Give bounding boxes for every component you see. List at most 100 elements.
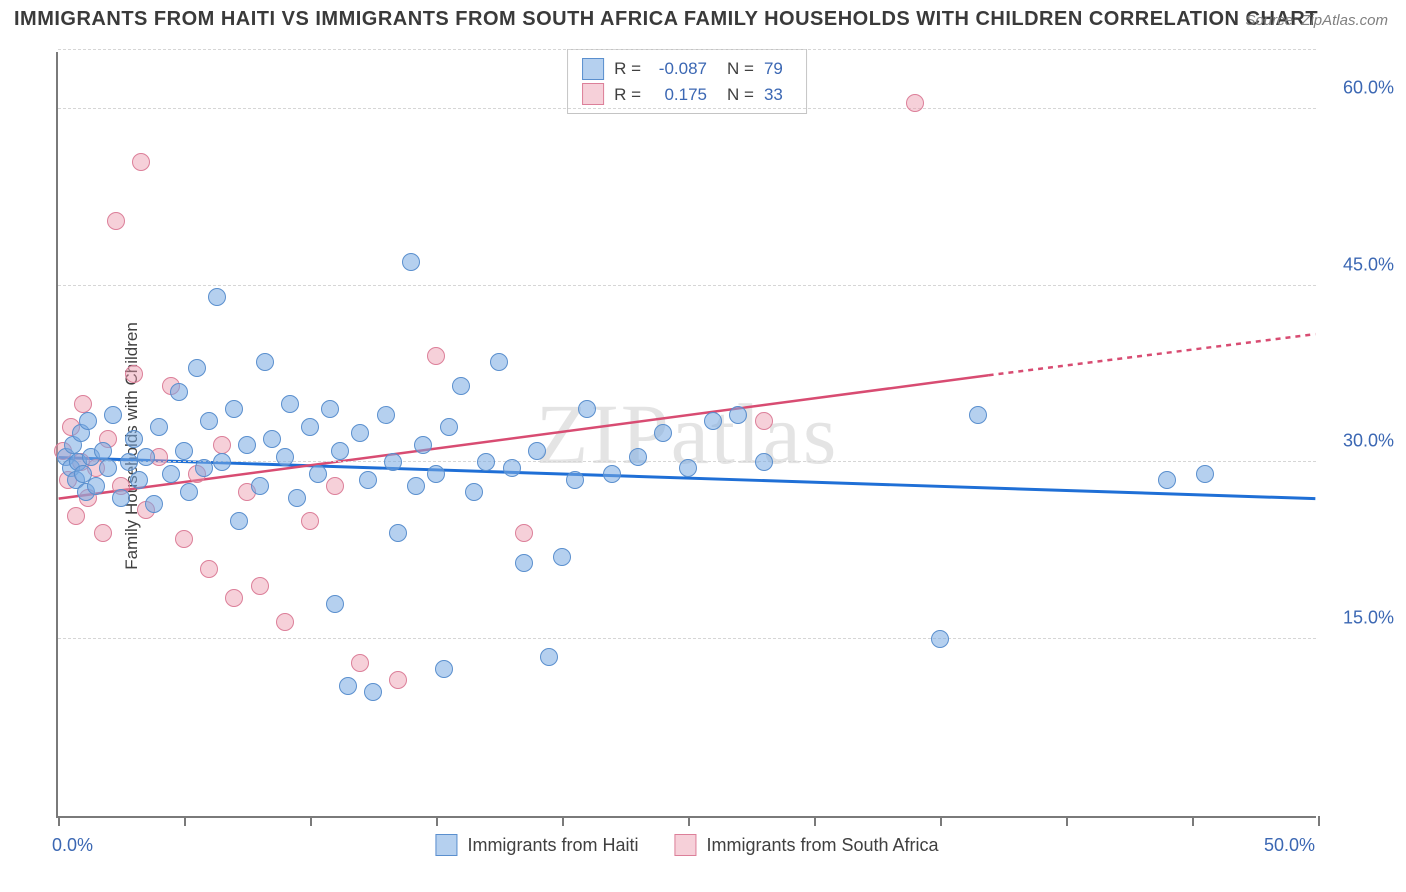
data-point xyxy=(225,400,243,418)
data-point xyxy=(125,365,143,383)
data-point xyxy=(540,648,558,666)
x-tick xyxy=(1192,816,1194,826)
legend-series: Immigrants from Haiti Immigrants from So… xyxy=(435,834,938,856)
data-point xyxy=(120,453,138,471)
data-point xyxy=(603,465,621,483)
data-point xyxy=(351,654,369,672)
data-point xyxy=(180,483,198,501)
data-point xyxy=(629,448,647,466)
data-point xyxy=(130,471,148,489)
data-point xyxy=(94,524,112,542)
data-point xyxy=(490,353,508,371)
data-point xyxy=(137,448,155,466)
data-point xyxy=(301,512,319,530)
data-point xyxy=(281,395,299,413)
x-tick xyxy=(310,816,312,826)
data-point xyxy=(359,471,377,489)
swatch-pink-icon xyxy=(674,834,696,856)
legend-item-south-africa: Immigrants from South Africa xyxy=(674,834,938,856)
data-point xyxy=(440,418,458,436)
data-point xyxy=(94,442,112,460)
data-point xyxy=(309,465,327,483)
data-point xyxy=(107,212,125,230)
data-point xyxy=(578,400,596,418)
trendlines-svg xyxy=(58,52,1316,816)
data-point xyxy=(377,406,395,424)
data-point xyxy=(162,465,180,483)
y-tick-label: 60.0% xyxy=(1343,77,1394,98)
data-point xyxy=(427,347,445,365)
data-point xyxy=(566,471,584,489)
legend-row-haiti: R = -0.087 N = 79 xyxy=(582,56,792,82)
data-point xyxy=(364,683,382,701)
data-point xyxy=(79,412,97,430)
data-point xyxy=(389,671,407,689)
x-tick xyxy=(688,816,690,826)
x-tick xyxy=(814,816,816,826)
x-tick xyxy=(58,816,60,826)
gridline xyxy=(58,108,1316,109)
data-point xyxy=(528,442,546,460)
data-point xyxy=(414,436,432,454)
r-label: R = xyxy=(614,82,641,108)
data-point xyxy=(906,94,924,112)
data-point xyxy=(339,677,357,695)
data-point xyxy=(251,577,269,595)
data-point xyxy=(175,530,193,548)
data-point xyxy=(263,430,281,448)
data-point xyxy=(145,495,163,513)
data-point xyxy=(679,459,697,477)
data-point xyxy=(125,430,143,448)
data-point xyxy=(67,507,85,525)
legend-label: Immigrants from South Africa xyxy=(706,835,938,856)
x-tick xyxy=(562,816,564,826)
data-point xyxy=(175,442,193,460)
data-point xyxy=(87,477,105,495)
x-tick-label: 50.0% xyxy=(1264,835,1315,856)
data-point xyxy=(384,453,402,471)
data-point xyxy=(238,436,256,454)
data-point xyxy=(213,453,231,471)
data-point xyxy=(1158,471,1176,489)
data-point xyxy=(112,489,130,507)
data-point xyxy=(132,153,150,171)
legend-row-south-africa: R = 0.175 N = 33 xyxy=(582,82,792,108)
x-tick xyxy=(184,816,186,826)
data-point xyxy=(188,359,206,377)
r-value: -0.087 xyxy=(651,56,707,82)
swatch-blue-icon xyxy=(582,58,604,80)
data-point xyxy=(427,465,445,483)
data-point xyxy=(104,406,122,424)
data-point xyxy=(208,288,226,306)
data-point xyxy=(452,377,470,395)
x-tick-label: 0.0% xyxy=(52,835,93,856)
data-point xyxy=(150,418,168,436)
data-point xyxy=(515,554,533,572)
chart-title: IMMIGRANTS FROM HAITI VS IMMIGRANTS FROM… xyxy=(14,8,1318,31)
data-point xyxy=(276,448,294,466)
data-point xyxy=(321,400,339,418)
data-point xyxy=(301,418,319,436)
n-label: N = xyxy=(727,82,754,108)
gridline xyxy=(58,49,1316,50)
data-point xyxy=(477,453,495,471)
data-point xyxy=(200,412,218,430)
data-point xyxy=(503,459,521,477)
data-point xyxy=(99,459,117,477)
n-value: 33 xyxy=(764,82,792,108)
data-point xyxy=(256,353,274,371)
trendline-south-africa-dashed xyxy=(989,334,1316,375)
data-point xyxy=(351,424,369,442)
data-point xyxy=(230,512,248,530)
data-point xyxy=(755,453,773,471)
n-value: 79 xyxy=(764,56,792,82)
data-point xyxy=(515,524,533,542)
x-tick xyxy=(1066,816,1068,826)
data-point xyxy=(331,442,349,460)
legend-item-haiti: Immigrants from Haiti xyxy=(435,834,638,856)
legend-label: Immigrants from Haiti xyxy=(467,835,638,856)
r-value: 0.175 xyxy=(651,82,707,108)
data-point xyxy=(407,477,425,495)
data-point xyxy=(225,589,243,607)
data-point xyxy=(288,489,306,507)
